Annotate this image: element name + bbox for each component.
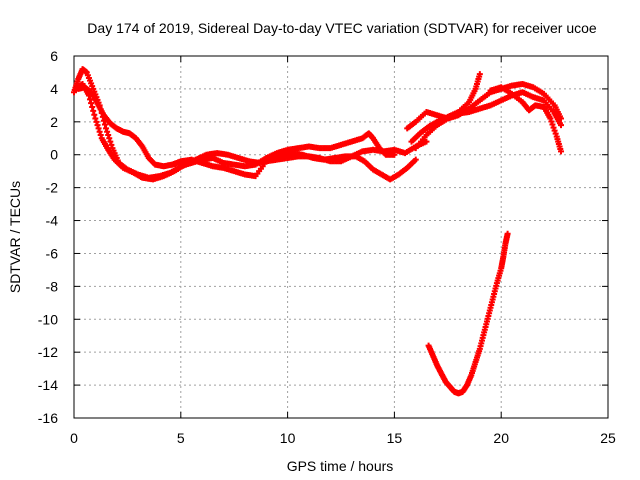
y-tick-label: -2	[46, 180, 59, 196]
x-axis-label: GPS time / hours	[287, 458, 394, 474]
series-track-g	[487, 84, 565, 155]
data-point	[551, 127, 558, 134]
data-point	[94, 122, 101, 129]
data-point	[92, 115, 99, 122]
data-point	[107, 138, 114, 145]
data-point	[106, 135, 113, 142]
axis-ticks: 0 5 10 15 20 25 -16 -14 -12 -10 -8 -6 -4 -2 0 2 4 6	[38, 48, 616, 446]
data-point	[558, 122, 565, 129]
data-point	[95, 125, 102, 132]
data-point	[90, 107, 97, 114]
chart-title: Day 174 of 2019, Sidereal Day-to-day VTE…	[87, 20, 597, 36]
data-point	[548, 118, 555, 125]
y-tick-label: -14	[38, 377, 58, 393]
data-point	[104, 128, 111, 135]
y-tick-label: 6	[50, 48, 58, 64]
data-point	[93, 118, 100, 125]
y-tick-label: -4	[46, 213, 59, 229]
y-tick-label: 4	[50, 81, 58, 97]
data-point	[101, 121, 108, 128]
x-tick-label: 5	[177, 430, 185, 446]
y-tick-label: -10	[38, 311, 58, 327]
x-tick-label: 10	[280, 430, 296, 446]
data-point	[476, 71, 483, 78]
y-tick-label: 0	[50, 147, 58, 163]
data-point	[87, 96, 94, 103]
data-point	[504, 230, 511, 237]
data-points	[71, 66, 565, 397]
x-tick-label: 20	[493, 430, 509, 446]
data-point	[105, 131, 112, 138]
data-point	[108, 141, 115, 148]
data-point	[423, 138, 430, 145]
series-track-b	[73, 80, 419, 183]
data-point	[96, 128, 103, 135]
data-point	[558, 148, 565, 155]
y-tick-label: 2	[50, 114, 58, 130]
data-point	[88, 100, 95, 107]
y-tick-label: -8	[46, 278, 59, 294]
x-tick-label: 15	[387, 430, 403, 446]
data-point	[97, 131, 104, 138]
data-point	[91, 111, 98, 118]
y-tick-label: -16	[38, 410, 58, 426]
y-tick-label: -6	[46, 245, 59, 261]
x-tick-label: 25	[600, 430, 616, 446]
data-point	[550, 124, 557, 131]
data-point	[412, 156, 419, 163]
data-point	[547, 115, 554, 122]
data-point	[549, 121, 556, 128]
data-point	[103, 125, 110, 132]
data-point	[552, 130, 559, 137]
x-tick-label: 0	[70, 430, 78, 446]
y-tick-label: -12	[38, 344, 58, 360]
plot-frame	[73, 55, 609, 419]
y-axis-label: SDTVAR / TECUs	[7, 181, 23, 293]
series-track-h	[425, 230, 511, 397]
series-track-c	[75, 84, 430, 180]
data-point	[89, 104, 96, 111]
data-point	[558, 115, 565, 122]
